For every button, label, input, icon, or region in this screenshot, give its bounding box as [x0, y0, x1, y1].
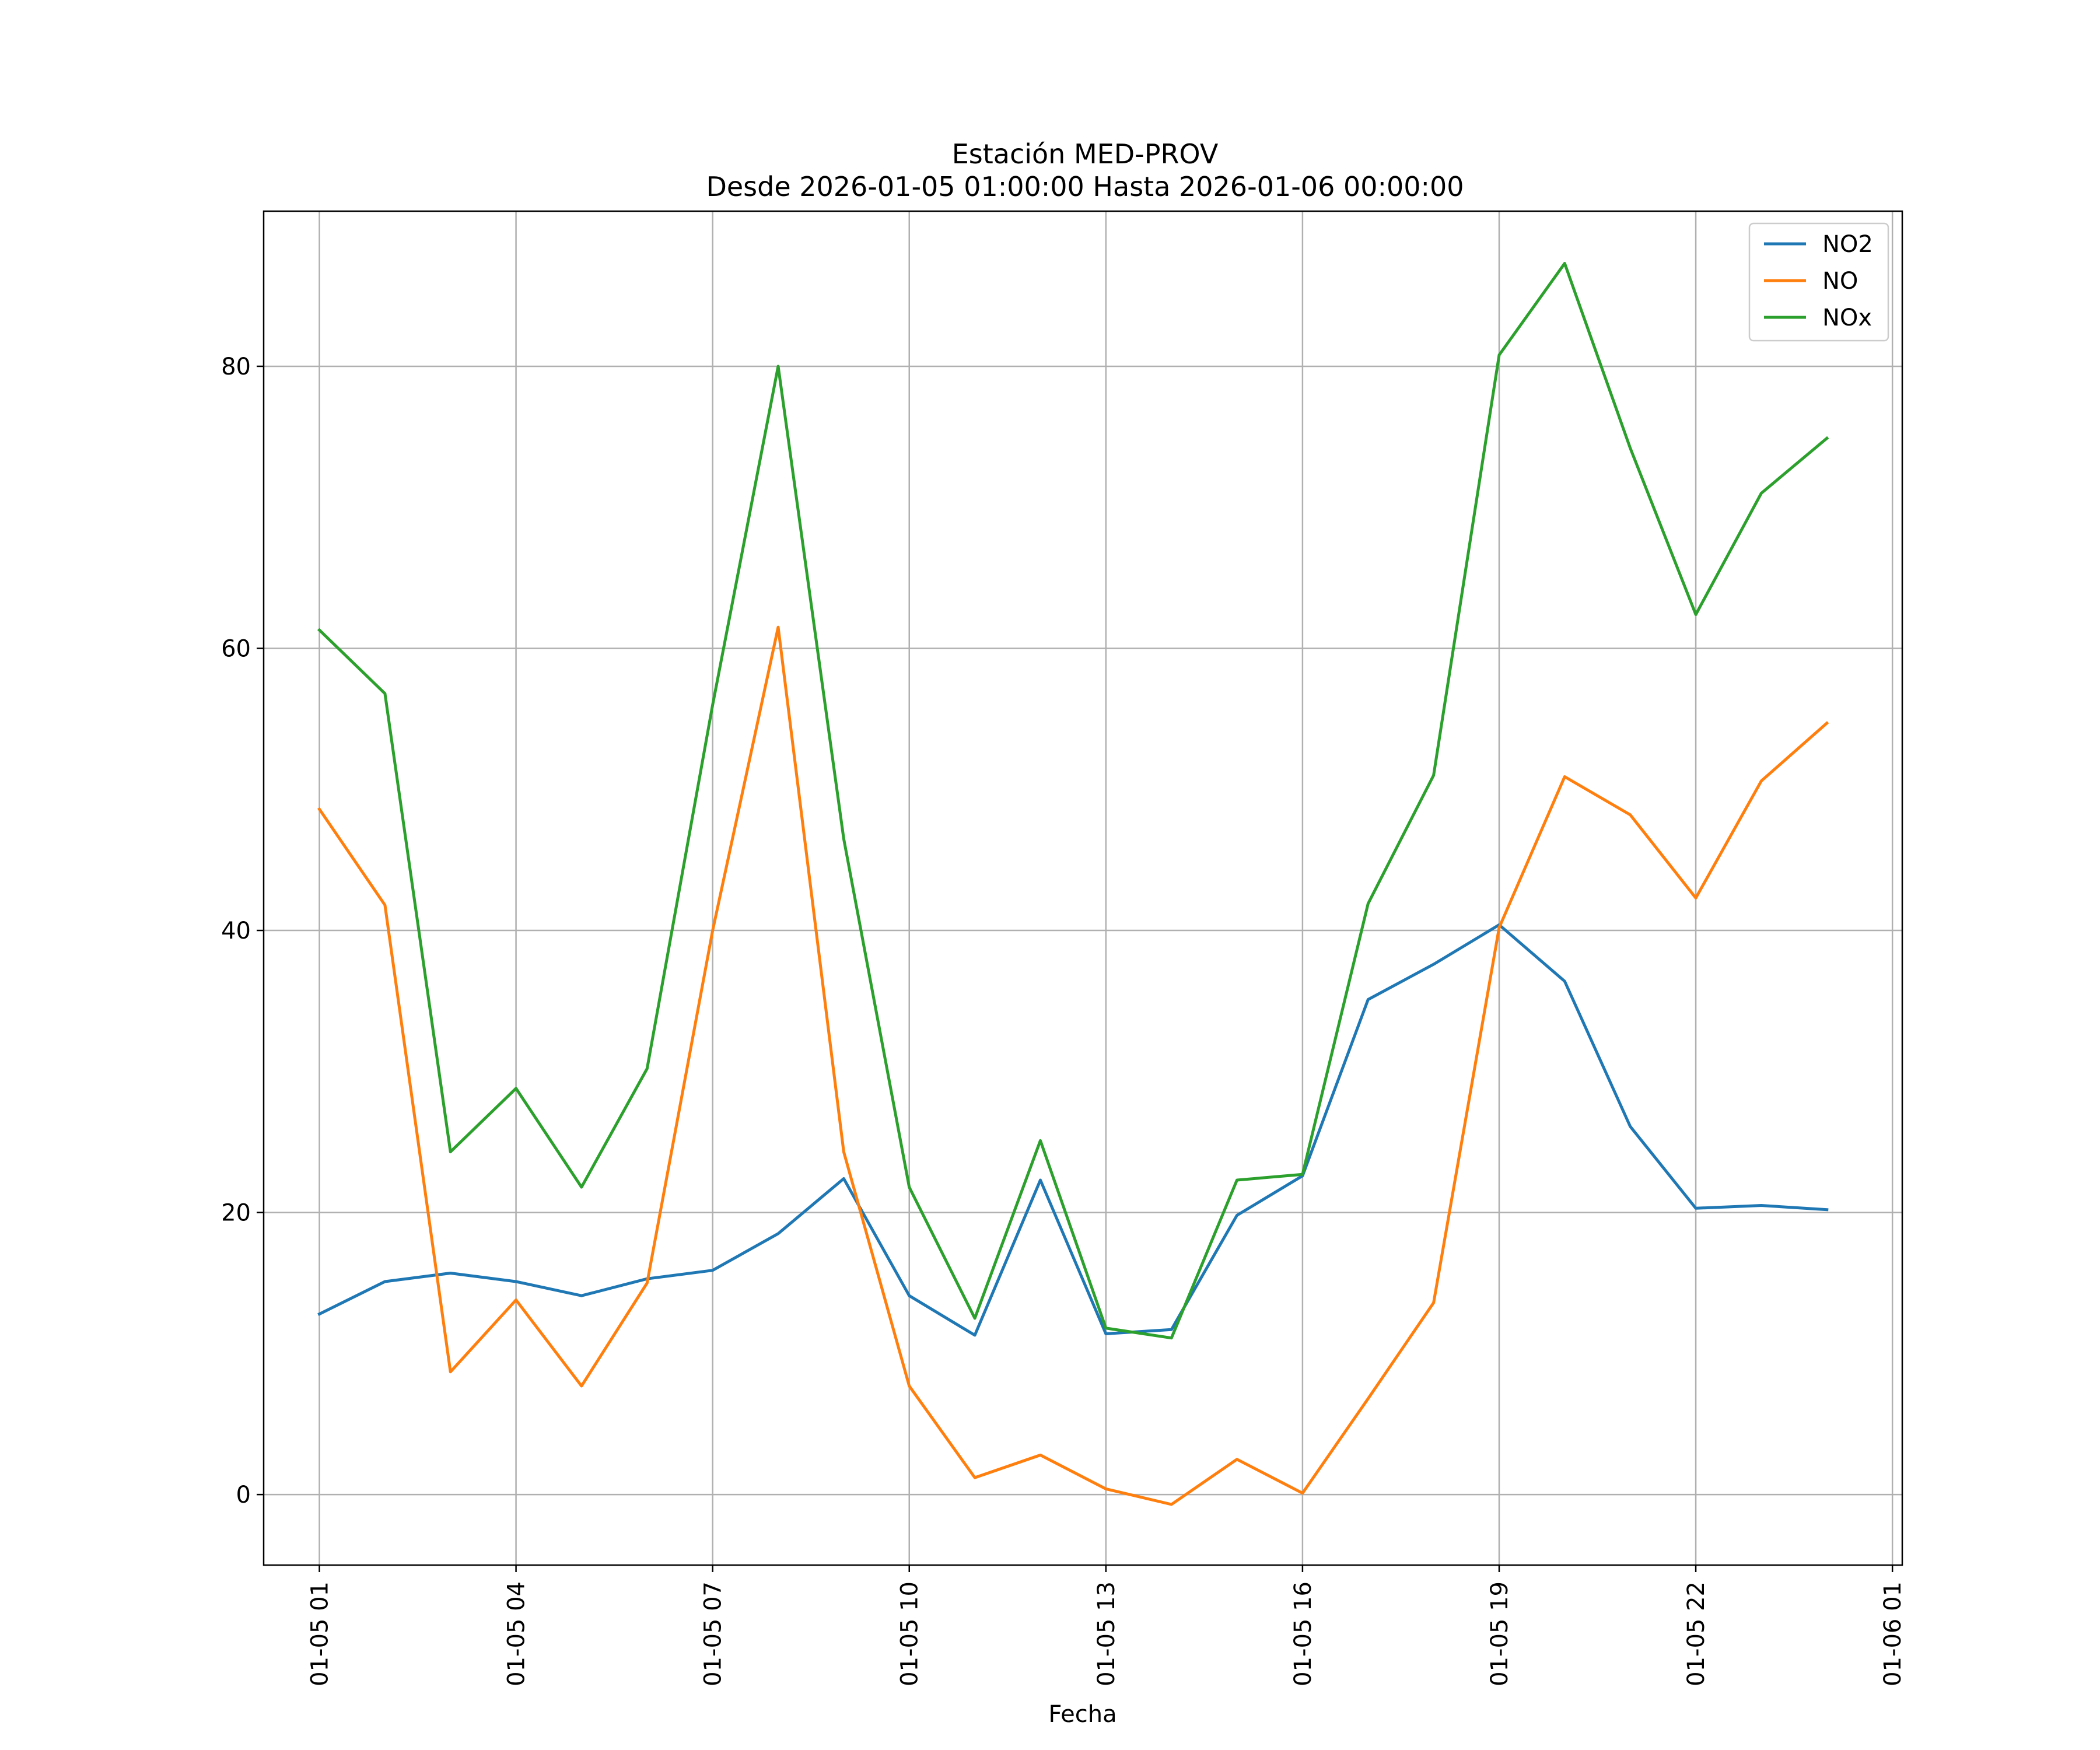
series-line-nox — [317, 262, 1829, 1340]
grid — [264, 211, 1902, 1565]
x-tick-label: 01-06 01 — [1880, 1581, 1906, 1686]
x-tick-label: 01-05 10 — [897, 1581, 923, 1686]
y-axis: 0 20 40 60 80 — [221, 354, 264, 1508]
y-tick-label: 60 — [221, 635, 251, 662]
plot-lines — [317, 262, 1829, 1506]
y-tick-label: 20 — [221, 1200, 251, 1227]
y-tick-label: 0 — [236, 1482, 251, 1508]
x-tick-label: 01-05 13 — [1093, 1581, 1120, 1686]
legend: NO2 NO NOx — [1748, 222, 1889, 342]
plot-frame — [262, 210, 1903, 1566]
x-tick-label: 01-05 16 — [1290, 1581, 1317, 1686]
x-tick-label: 01-05 19 — [1486, 1581, 1513, 1686]
y-tick-label: 40 — [221, 918, 251, 944]
legend-label-no: NO — [1822, 268, 1858, 295]
legend-label-no2: NO2 — [1822, 231, 1873, 258]
chart-title: Estación MED-PROV — [952, 138, 1219, 170]
series-line-no — [317, 625, 1829, 1506]
x-axis: 01-05 01 01-05 04 01-05 07 01-05 10 01-05 13… — [307, 1565, 1906, 1686]
x-tick-label: 01-05 22 — [1683, 1581, 1710, 1686]
chart-subtitle: Desde 2026-01-05 01:00:00 Hasta 2026-01-… — [706, 171, 1464, 202]
legend-items: NO2 NO NOx — [1764, 231, 1873, 331]
x-tick-label: 01-05 01 — [307, 1581, 334, 1686]
x-tick-label: 01-05 07 — [700, 1581, 727, 1686]
legend-box — [1748, 222, 1889, 342]
y-tick-label: 80 — [221, 354, 251, 380]
x-tick-label: 01-05 04 — [503, 1581, 530, 1686]
series-line-no2 — [317, 923, 1829, 1337]
legend-label-nox: NOx — [1822, 304, 1872, 331]
x-axis-label: Fecha — [1048, 1701, 1116, 1728]
